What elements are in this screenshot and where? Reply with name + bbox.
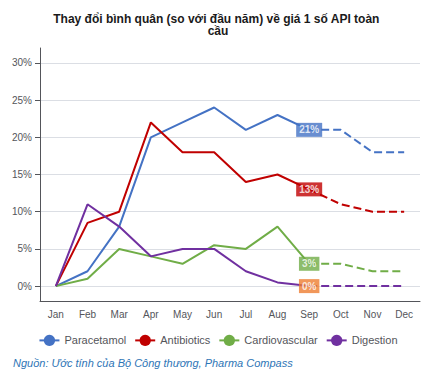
svg-text:0%: 0% <box>302 281 317 292</box>
svg-text:Digestion: Digestion <box>352 334 398 346</box>
svg-text:13%: 13% <box>299 184 319 195</box>
svg-text:Oct: Oct <box>333 309 349 320</box>
svg-text:Nov: Nov <box>364 309 382 320</box>
svg-text:21%: 21% <box>299 124 319 135</box>
svg-text:Jan: Jan <box>48 309 64 320</box>
svg-text:20%: 20% <box>12 132 32 143</box>
svg-text:Thay đổi bình quân (so với đầu: Thay đổi bình quân (so với đầu năm) về g… <box>53 12 383 26</box>
svg-text:Paracetamol: Paracetamol <box>64 334 126 346</box>
svg-text:25%: 25% <box>12 95 32 106</box>
svg-text:Dec: Dec <box>395 309 413 320</box>
svg-text:Feb: Feb <box>79 309 97 320</box>
svg-text:May: May <box>173 309 192 320</box>
svg-text:3%: 3% <box>302 258 317 269</box>
svg-text:10%: 10% <box>12 206 32 217</box>
svg-text:Apr: Apr <box>143 309 159 320</box>
svg-text:Jul: Jul <box>239 309 252 320</box>
svg-text:Antibiotics: Antibiotics <box>160 334 211 346</box>
svg-text:Sep: Sep <box>300 309 318 320</box>
svg-text:Nguồn: Ước tính của Bộ Công th: Nguồn: Ước tính của Bộ Công thương, Phar… <box>13 357 293 369</box>
svg-text:15%: 15% <box>12 169 32 180</box>
svg-text:Aug: Aug <box>269 309 287 320</box>
svg-text:30%: 30% <box>12 57 32 68</box>
svg-text:Mar: Mar <box>111 309 129 320</box>
svg-text:0%: 0% <box>18 281 33 292</box>
svg-text:Cardiovascular: Cardiovascular <box>244 334 318 346</box>
svg-text:5%: 5% <box>18 243 33 254</box>
svg-text:cầu: cầu <box>208 24 229 38</box>
svg-text:Jun: Jun <box>206 309 222 320</box>
